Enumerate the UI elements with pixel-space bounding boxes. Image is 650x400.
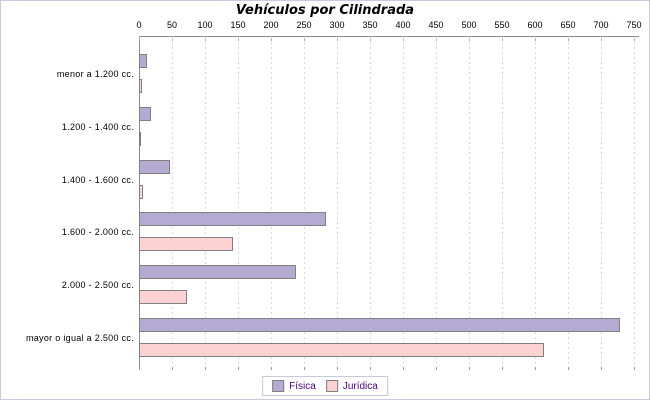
bottom-tick-mark (205, 367, 206, 370)
juridica-swatch-icon (325, 380, 338, 392)
gridline (205, 37, 206, 369)
bar-fisica-3 (139, 212, 327, 227)
category-label: 1.400 - 1.600 cc. (61, 174, 134, 185)
bar-fisica-0 (139, 54, 147, 68)
x-tick-label: 650 (560, 20, 576, 30)
legend-label-juridica: Jurídica (342, 380, 378, 392)
gridline (502, 37, 503, 369)
x-tick-label: 550 (494, 20, 510, 30)
gridline (337, 37, 338, 369)
bottom-tick-mark (568, 367, 569, 370)
gridline (304, 37, 305, 369)
chart-title: Vehículos por Cilindrada (235, 3, 415, 18)
bar-juridica-1 (139, 131, 141, 146)
x-tick-label: 500 (461, 20, 477, 30)
bottom-tick-mark (271, 367, 272, 370)
gridline (370, 37, 371, 369)
legend-item-fisica: Física (272, 380, 316, 392)
bottom-tick-mark (139, 367, 140, 370)
x-tick-label: 300 (329, 20, 345, 30)
x-tick-label: 600 (527, 20, 543, 30)
gridline (403, 37, 404, 369)
gridline (634, 37, 635, 369)
x-tick-label: 100 (197, 20, 213, 30)
gridline (568, 37, 569, 369)
x-tick-label: 700 (593, 20, 609, 30)
x-tick-label: 350 (362, 20, 378, 30)
gridline (436, 37, 437, 369)
bottom-tick-mark (370, 367, 371, 370)
gridline (172, 37, 173, 369)
gridline (535, 37, 536, 369)
fisica-swatch-icon (272, 380, 285, 392)
category-label: mayor o igual a 2.500 cc. (25, 333, 134, 343)
x-tick-label: 50 (166, 20, 177, 30)
bottom-tick-mark (238, 367, 239, 370)
bottom-tick-mark (469, 367, 470, 370)
y-axis-line (139, 36, 140, 369)
bar-fisica-4 (139, 265, 297, 280)
bar-fisica-1 (139, 106, 151, 121)
x-tick-label: 200 (263, 20, 279, 30)
bottom-tick-mark (403, 367, 404, 370)
gridline (469, 37, 470, 369)
bottom-tick-mark (535, 367, 536, 370)
legend: Física Jurídica (262, 376, 388, 396)
bottom-tick-mark (502, 367, 503, 370)
bar-juridica-4 (139, 290, 188, 305)
x-tick-label: 400 (395, 20, 411, 30)
x-tick-label: 450 (428, 20, 444, 30)
bottom-tick-mark (337, 367, 338, 370)
bottom-tick-mark (436, 367, 437, 370)
bottom-tick-mark (304, 367, 305, 370)
bar-juridica-2 (139, 184, 143, 199)
gridline (601, 37, 602, 369)
x-tick-label: 150 (230, 20, 246, 30)
bar-fisica-5 (139, 318, 621, 332)
category-label: menor a 1.200 cc. (56, 69, 134, 79)
bottom-tick-mark (601, 367, 602, 370)
category-label: 1.200 - 1.400 cc. (61, 121, 134, 132)
bar-juridica-5 (139, 343, 544, 357)
x-tick-label: 0 (136, 20, 142, 30)
bar-juridica-3 (139, 237, 234, 252)
x-tick-label: 250 (296, 20, 312, 30)
x-tick-mark (139, 36, 140, 41)
legend-label-fisica: Física (289, 380, 316, 392)
bar-juridica-0 (139, 79, 142, 93)
category-label: 2.000 - 2.500 cc. (61, 280, 134, 291)
x-axis-line (139, 36, 639, 37)
legend-item-juridica: Jurídica (325, 380, 378, 392)
x-tick-label: 750 (626, 20, 642, 30)
gridline (271, 37, 272, 369)
bar-fisica-2 (139, 159, 171, 174)
category-label: 1.600 - 2.000 cc. (61, 227, 134, 238)
gridline (238, 37, 239, 369)
bottom-tick-mark (634, 367, 635, 370)
bottom-tick-mark (172, 367, 173, 370)
